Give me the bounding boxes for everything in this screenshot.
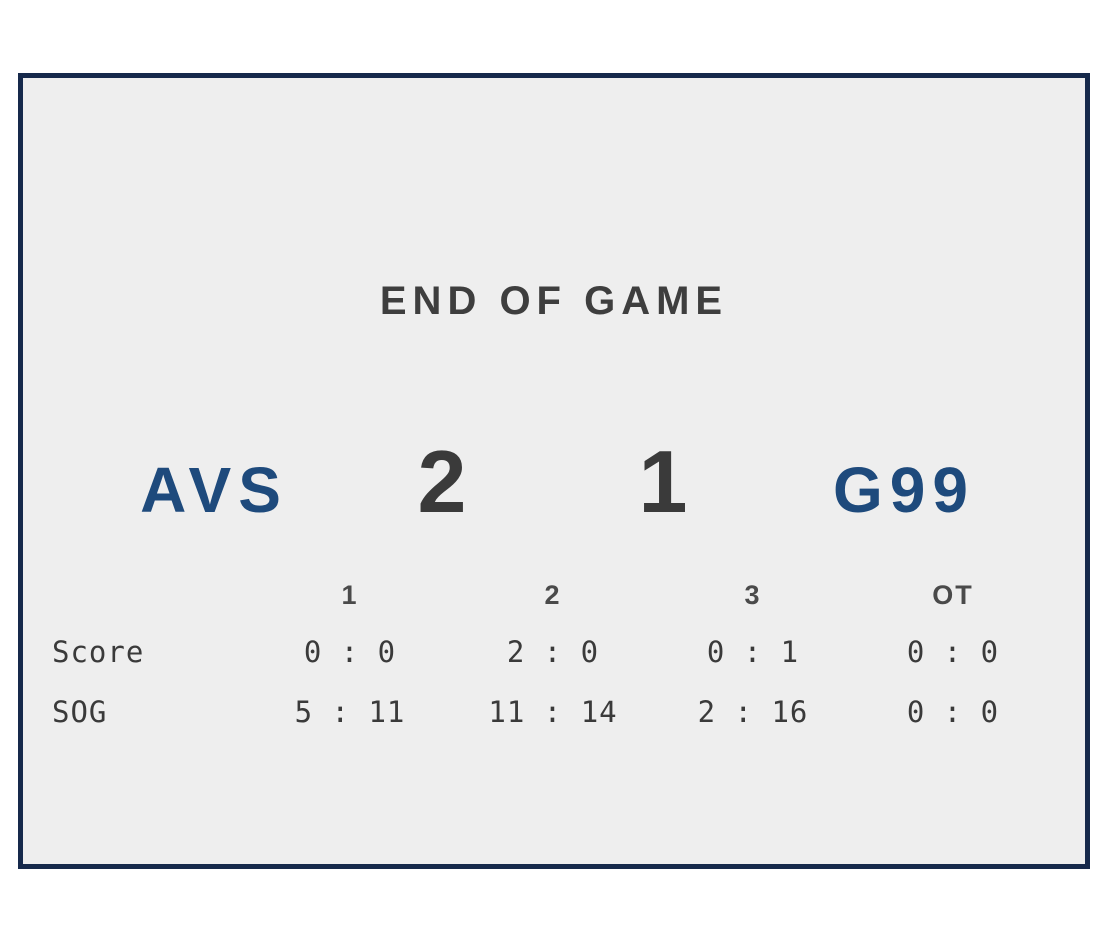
end-of-game-title: END OF GAME <box>379 279 729 323</box>
table-row-score: Score 0 : 0 2 : 0 0 : 1 0 : 0 <box>23 635 1085 671</box>
sog-period-ot: 0 : 0 <box>906 695 1000 729</box>
sog-row-label: SOG <box>52 695 108 729</box>
away-team-goals: 1 <box>638 432 688 531</box>
score-period-1: 0 : 0 <box>303 635 397 669</box>
sog-period-2: 11 : 14 <box>488 695 618 729</box>
sog-period-1: 5 : 11 <box>294 695 406 729</box>
sog-period-3: 2 : 16 <box>697 695 809 729</box>
score-row-label: Score <box>52 635 145 669</box>
table-row-sog: SOG 5 : 11 11 : 14 2 : 16 0 : 0 <box>23 695 1085 731</box>
home-team-goals: 2 <box>417 432 467 531</box>
score-period-2: 2 : 0 <box>506 635 600 669</box>
home-team-abbr: AVS <box>140 454 288 526</box>
period-header-row: 1 2 3 OT <box>23 579 1085 615</box>
score-period-3: 0 : 1 <box>706 635 800 669</box>
period-header-1: 1 <box>341 580 359 610</box>
period-header-3: 3 <box>744 580 762 610</box>
period-header-2: 2 <box>544 580 562 610</box>
end-of-game-panel: END OF GAME AVS 2 1 G99 1 2 3 OT Score 0… <box>18 73 1090 869</box>
away-team-abbr: G99 <box>833 454 975 526</box>
period-header-ot: OT <box>932 580 974 610</box>
panel-content: END OF GAME AVS 2 1 G99 1 2 3 OT Score 0… <box>23 78 1085 864</box>
score-period-ot: 0 : 0 <box>906 635 1000 669</box>
